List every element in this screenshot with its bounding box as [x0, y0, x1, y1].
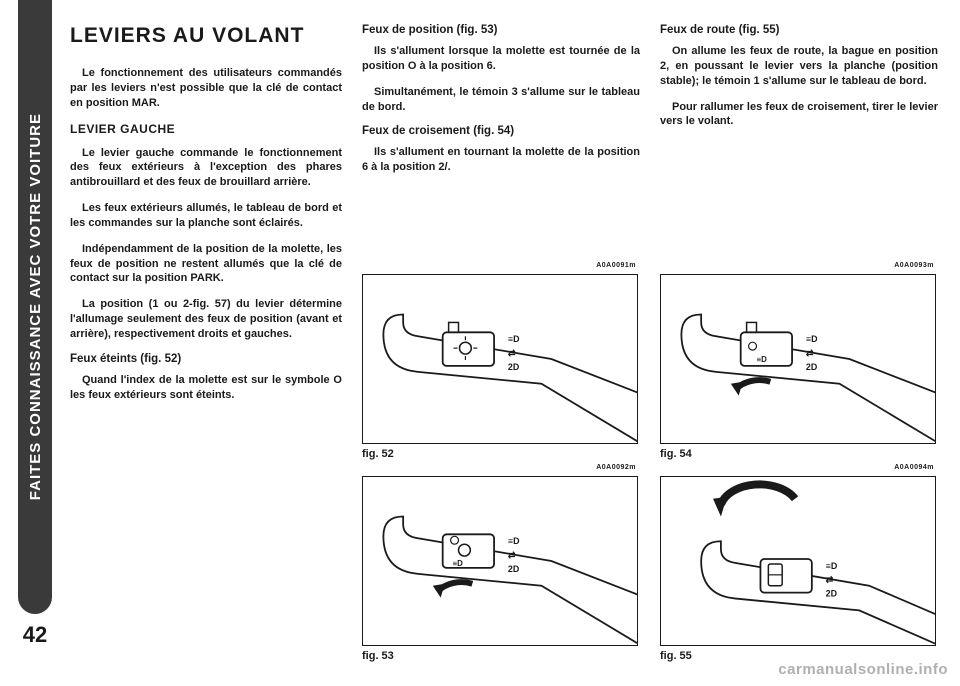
column-2: Feux de position (fig. 53) Ils s'allumen…: [362, 24, 640, 186]
svg-text:2D: 2D: [508, 564, 520, 574]
figure-55: A0A0094m ≡D ⇄ 2D fig. 55: [660, 476, 936, 662]
section-tab-label: FAITES CONNAISSANCE AVEC VOTRE VOITURE: [27, 113, 44, 500]
paragraph: Simultanément, le témoin 3 s'allume sur …: [362, 85, 640, 115]
svg-text:≡D: ≡D: [756, 355, 767, 364]
paragraph: Ils s'allument en tournant la molette de…: [362, 145, 640, 175]
figure-box: ≡D ⇄ 2D: [660, 476, 936, 646]
subheading: LEVIER GAUCHE: [70, 122, 342, 136]
svg-text:2D: 2D: [806, 362, 818, 372]
figure-53: A0A0092m ≡D ≡D ⇄ 2D fig. 53: [362, 476, 638, 662]
svg-text:2D: 2D: [508, 362, 520, 372]
paragraph: Ils s'allument lorsque la molette est to…: [362, 44, 640, 74]
figure-code: A0A0091m: [596, 262, 636, 269]
paragraph: Le fonctionnement des utilisateurs comma…: [70, 66, 342, 111]
figure-52: A0A0091m ≡D ⇄ 2D fig. 52: [362, 274, 638, 460]
section-title: LEVIERS AU VOLANT: [70, 24, 342, 48]
figure-caption: fig. 53: [362, 650, 638, 662]
paragraph: On allume les feux de route, la bague en…: [660, 44, 938, 89]
paragraph: Quand l'index de la molette est sur le s…: [70, 373, 342, 403]
watermark: carmanualsonline.info: [778, 661, 948, 678]
paragraph: Les feux extérieurs allumés, le tableau …: [70, 201, 342, 231]
svg-text:⇄: ⇄: [508, 348, 516, 358]
paragraph-heading: Feux de route (fig. 55): [660, 24, 938, 36]
figure-code: A0A0093m: [894, 262, 934, 269]
paragraph-heading: Feux éteints (fig. 52): [70, 353, 342, 365]
column-3: Feux de route (fig. 55) On allume les fe…: [660, 24, 938, 140]
svg-text:≡D: ≡D: [508, 536, 520, 546]
svg-text:⇄: ⇄: [508, 550, 516, 560]
page-number: 42: [18, 622, 52, 648]
svg-text:≡D: ≡D: [508, 334, 520, 344]
figure-caption: fig. 54: [660, 448, 936, 460]
svg-text:⇄: ⇄: [806, 348, 814, 358]
manual-page: FAITES CONNAISSANCE AVEC VOTRE VOITURE 4…: [0, 0, 960, 686]
svg-text:≡D: ≡D: [806, 334, 818, 344]
svg-text:2D: 2D: [826, 589, 838, 599]
figure-code: A0A0094m: [894, 464, 934, 471]
figure-box: ≡D ⇄ 2D: [362, 274, 638, 444]
paragraph-heading: Feux de croisement (fig. 54): [362, 125, 640, 137]
lever-icon: ≡D ≡D ⇄ 2D: [363, 477, 637, 645]
figure-54: A0A0093m ≡D ≡D ⇄ 2D fig. 54: [660, 274, 936, 460]
lever-icon: ≡D ≡D ⇄ 2D: [661, 275, 935, 443]
figure-box: ≡D ≡D ⇄ 2D: [362, 476, 638, 646]
column-1: LEVIERS AU VOLANT Le fonctionnement des …: [70, 24, 342, 414]
paragraph: Le levier gauche commande le fonctionnem…: [70, 146, 342, 191]
svg-text:≡D: ≡D: [453, 559, 464, 568]
page-content: LEVIERS AU VOLANT Le fonctionnement des …: [70, 24, 940, 666]
svg-text:⇄: ⇄: [826, 575, 834, 585]
figure-code: A0A0092m: [596, 464, 636, 471]
figure-caption: fig. 52: [362, 448, 638, 460]
paragraph: La position (1 ou 2-fig. 57) du levier d…: [70, 297, 342, 342]
svg-text:≡D: ≡D: [826, 561, 838, 571]
lever-icon: ≡D ⇄ 2D: [363, 275, 637, 443]
section-tab: FAITES CONNAISSANCE AVEC VOTRE VOITURE: [18, 0, 52, 614]
figure-box: ≡D ≡D ⇄ 2D: [660, 274, 936, 444]
lever-icon: ≡D ⇄ 2D: [661, 477, 935, 645]
paragraph-heading: Feux de position (fig. 53): [362, 24, 640, 36]
paragraph: Indépendamment de la position de la mole…: [70, 242, 342, 287]
paragraph: Pour rallumer les feux de croisement, ti…: [660, 100, 938, 130]
